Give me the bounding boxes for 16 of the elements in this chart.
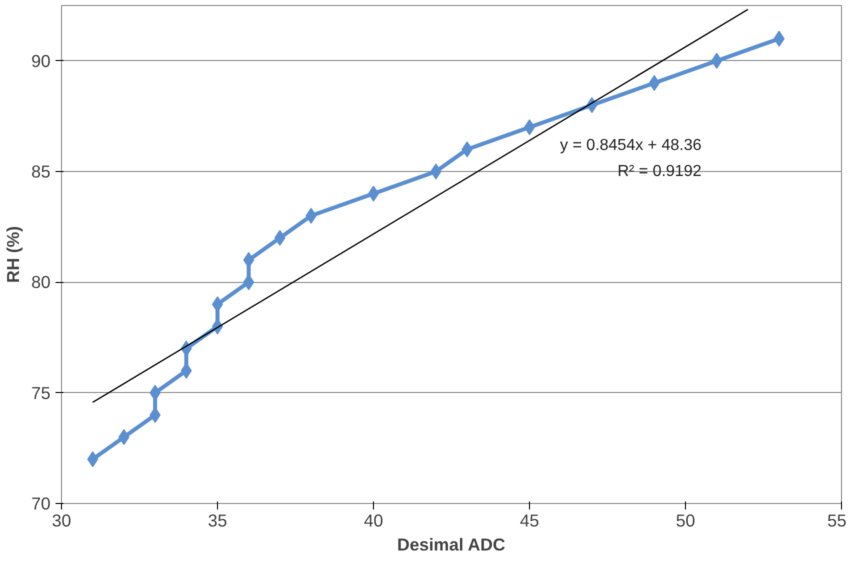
x-axis-title: Desimal ADC: [397, 534, 506, 554]
x-tick-label: 55: [827, 510, 847, 530]
x-tick-label: 50: [676, 510, 696, 530]
x-tick-label: 35: [208, 510, 228, 530]
y-tick-label: 80: [31, 272, 51, 292]
y-tick-label: 90: [31, 50, 51, 71]
annotation: y = 0.8454x + 48.36: [560, 137, 702, 154]
annotation: R² = 0.9192: [617, 163, 702, 180]
x-tick-label: 30: [52, 510, 72, 530]
y-tick-label: 75: [31, 382, 51, 403]
x-tick-label: 45: [520, 510, 540, 530]
y-tick-label: 70: [31, 494, 51, 514]
point: [430, 164, 442, 180]
y-axis-title: RH (%): [3, 226, 24, 283]
y-tick-label: 85: [31, 162, 51, 182]
x-tick-label: 40: [364, 510, 384, 530]
